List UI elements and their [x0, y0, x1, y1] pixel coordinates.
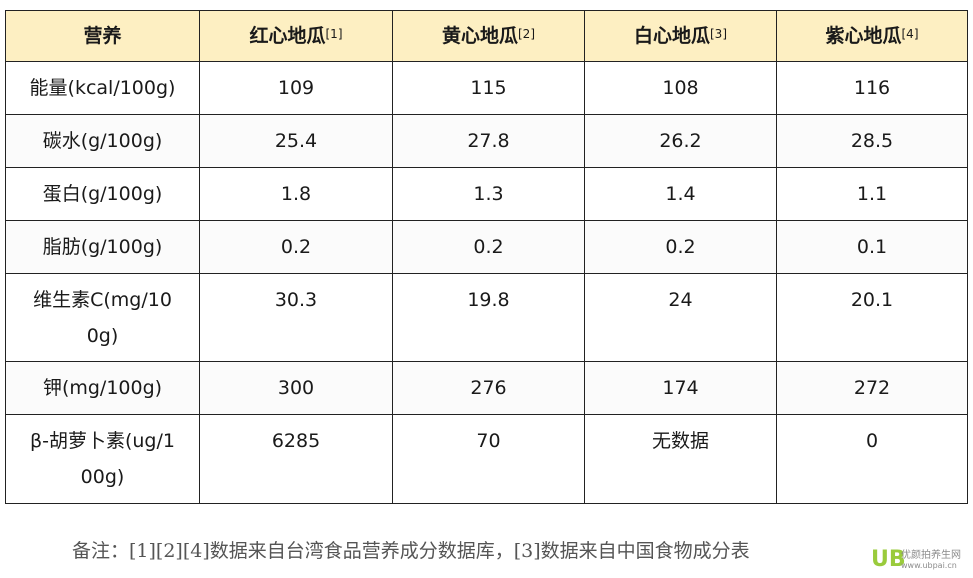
table-cell: 30.3 [199, 273, 393, 362]
table-cell: 276 [392, 361, 585, 415]
row-label: 脂肪(g/100g) [5, 220, 200, 274]
table-cell: 25.4 [199, 114, 393, 168]
table-cell: 174 [584, 361, 777, 415]
table-cell: 0.2 [199, 220, 393, 274]
watermark-url: www.ubpai.cn [901, 561, 957, 570]
ref-1: [1] [325, 27, 343, 41]
watermark-name: 优颜拍养生网 [901, 550, 961, 561]
footnote: 备注：[1][2][4]数据来自台湾食品营养成分数据库，[3]数据来自中国食物成… [72, 540, 750, 562]
watermark-logo: UB [871, 547, 906, 572]
table-cell: 24 [584, 273, 777, 362]
table-cell: 300 [199, 361, 393, 415]
table-cell: 0.2 [584, 220, 777, 274]
table-cell: 109 [199, 61, 393, 115]
row-label: 碳水(g/100g) [5, 114, 200, 168]
table-cell: 116 [776, 61, 968, 115]
table-row-fat: 脂肪(g/100g) 0.2 0.2 0.2 0.1 [5, 220, 968, 274]
table-cell: 20.1 [776, 273, 968, 362]
table-cell: 28.5 [776, 114, 968, 168]
table-row-carbs: 碳水(g/100g) 25.4 27.8 26.2 28.5 [5, 114, 968, 168]
row-label: β-胡萝卜素(ug/100g) [5, 414, 200, 504]
row-label: 蛋白(g/100g) [5, 167, 200, 221]
table-cell: 115 [392, 61, 585, 115]
table-cell: 0.2 [392, 220, 585, 274]
header-red-sweet-potato: 红心地瓜[1] [199, 10, 393, 62]
header-white-sweet-potato: 白心地瓜[3] [584, 10, 777, 62]
row-label: 能量(kcal/100g) [5, 61, 200, 115]
table-cell: 26.2 [584, 114, 777, 168]
table-cell: 19.8 [392, 273, 585, 362]
ref-2: [2] [518, 27, 535, 41]
table-cell: 1.8 [199, 167, 393, 221]
ref-4: [4] [901, 27, 919, 41]
table-cell: 0.1 [776, 220, 968, 274]
table-row-potassium: 钾(mg/100g) 300 276 174 272 [5, 361, 968, 415]
table-cell: 272 [776, 361, 968, 415]
nutrition-table: 营养 红心地瓜[1] 黄心地瓜[2] 白心地瓜[3] 紫心地瓜[4] 能量(kc… [5, 10, 968, 504]
row-label: 维生素C(mg/100g) [5, 273, 200, 362]
ref-3: [3] [710, 27, 727, 41]
table-row-protein: 蛋白(g/100g) 1.8 1.3 1.4 1.1 [5, 167, 968, 221]
table-cell: 27.8 [392, 114, 585, 168]
watermark: UB 优颜拍养生网 www.ubpai.cn [871, 544, 969, 576]
table-cell: 108 [584, 61, 777, 115]
table-cell: 无数据 [584, 414, 777, 504]
table-cell: 1.3 [392, 167, 585, 221]
table-cell: 70 [392, 414, 585, 504]
header-purple-sweet-potato: 紫心地瓜[4] [776, 10, 968, 62]
row-label: 钾(mg/100g) [5, 361, 200, 415]
table-row-energy: 能量(kcal/100g) 109 115 108 116 [5, 61, 968, 115]
table-cell: 1.4 [584, 167, 777, 221]
table-cell: 6285 [199, 414, 393, 504]
table-cell: 0 [776, 414, 968, 504]
table-row-beta-carotene: β-胡萝卜素(ug/100g) 6285 70 无数据 0 [5, 414, 968, 504]
table-cell: 1.1 [776, 167, 968, 221]
header-row: 营养 红心地瓜[1] 黄心地瓜[2] 白心地瓜[3] 紫心地瓜[4] [5, 10, 968, 62]
table-row-vitamin-c: 维生素C(mg/100g) 30.3 19.8 24 20.1 [5, 273, 968, 362]
header-nutrient: 营养 [5, 10, 200, 62]
header-yellow-sweet-potato: 黄心地瓜[2] [392, 10, 585, 62]
